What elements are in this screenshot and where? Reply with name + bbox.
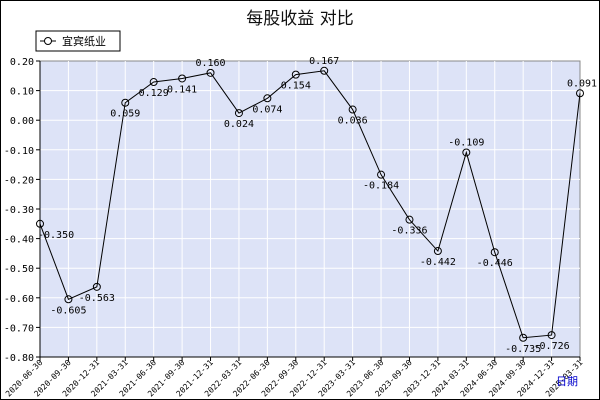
data-point — [576, 89, 584, 98]
data-label: 0.141 — [167, 84, 197, 95]
data-point — [92, 282, 101, 291]
data-label: 0.167 — [309, 56, 339, 67]
y-tick-label: 0.10 — [10, 87, 34, 98]
data-label: -0.184 — [363, 181, 399, 192]
x-axis-label: 日期 — [556, 375, 578, 388]
data-label: -0.442 — [420, 257, 456, 268]
data-point — [234, 109, 243, 118]
y-axis: 0.20 0.10 0.00 -0.10 -0.20 -0.30 -0.40 -0.50 -0.… — [4, 57, 41, 364]
y-tick-label: 0.00 — [10, 116, 34, 127]
data-point — [178, 74, 187, 83]
data-point — [291, 70, 300, 79]
data-label: 0.074 — [252, 104, 282, 115]
data-point — [320, 66, 329, 75]
y-tick-label: -0.30 — [4, 205, 34, 216]
data-label: 0.059 — [110, 109, 140, 120]
legend-swatch-marker — [44, 37, 52, 45]
data-point — [64, 295, 73, 304]
grid-lines — [40, 61, 580, 357]
data-label: 0.091 — [567, 78, 597, 89]
data-point — [263, 94, 272, 103]
data-label: -0.726 — [534, 341, 570, 352]
series-line — [39, 70, 581, 339]
data-point — [206, 68, 215, 77]
data-label: -0.446 — [477, 258, 513, 269]
data-label: 0.154 — [281, 81, 311, 92]
data-label: 0.036 — [338, 116, 368, 127]
data-point — [348, 105, 357, 114]
data-point — [547, 331, 556, 340]
y-tick-label: -0.20 — [4, 175, 34, 186]
x-axis: 2020-06-302020-09-302020-12-312021-03-31… — [4, 356, 585, 398]
data-label: -0.563 — [79, 293, 115, 304]
data-label: -0.605 — [50, 305, 86, 316]
data-point — [121, 98, 130, 107]
chart-title: 每股收益 对比 — [246, 9, 354, 29]
y-tick-label: -0.80 — [4, 353, 34, 364]
y-tick-label: -0.40 — [4, 235, 34, 246]
data-label: 0.129 — [139, 88, 169, 99]
data-point — [462, 148, 471, 157]
data-point — [405, 215, 414, 224]
legend-box — [35, 30, 121, 52]
data-point — [36, 219, 44, 228]
y-tick-label: -0.50 — [4, 264, 34, 275]
data-point — [490, 248, 499, 257]
data-point — [519, 333, 528, 342]
y-tick-label: -0.60 — [4, 294, 34, 305]
data-label: 0.024 — [224, 119, 254, 130]
legend: 宜宾纸业 — [35, 30, 121, 52]
data-label: -0.109 — [448, 137, 484, 148]
y-tick-label: 0.20 — [10, 57, 34, 68]
data-point — [149, 78, 158, 87]
y-tick-label: -0.10 — [4, 146, 34, 157]
data-point — [433, 247, 442, 256]
data-label: -0.350 — [38, 230, 74, 241]
data-label: -0.336 — [391, 226, 427, 237]
y-tick-label: -0.70 — [4, 323, 34, 334]
data-point — [377, 170, 386, 179]
data-label: -0.735 — [505, 344, 541, 355]
legend-label: 宜宾纸业 — [62, 34, 106, 48]
data-label: 0.160 — [195, 58, 225, 69]
